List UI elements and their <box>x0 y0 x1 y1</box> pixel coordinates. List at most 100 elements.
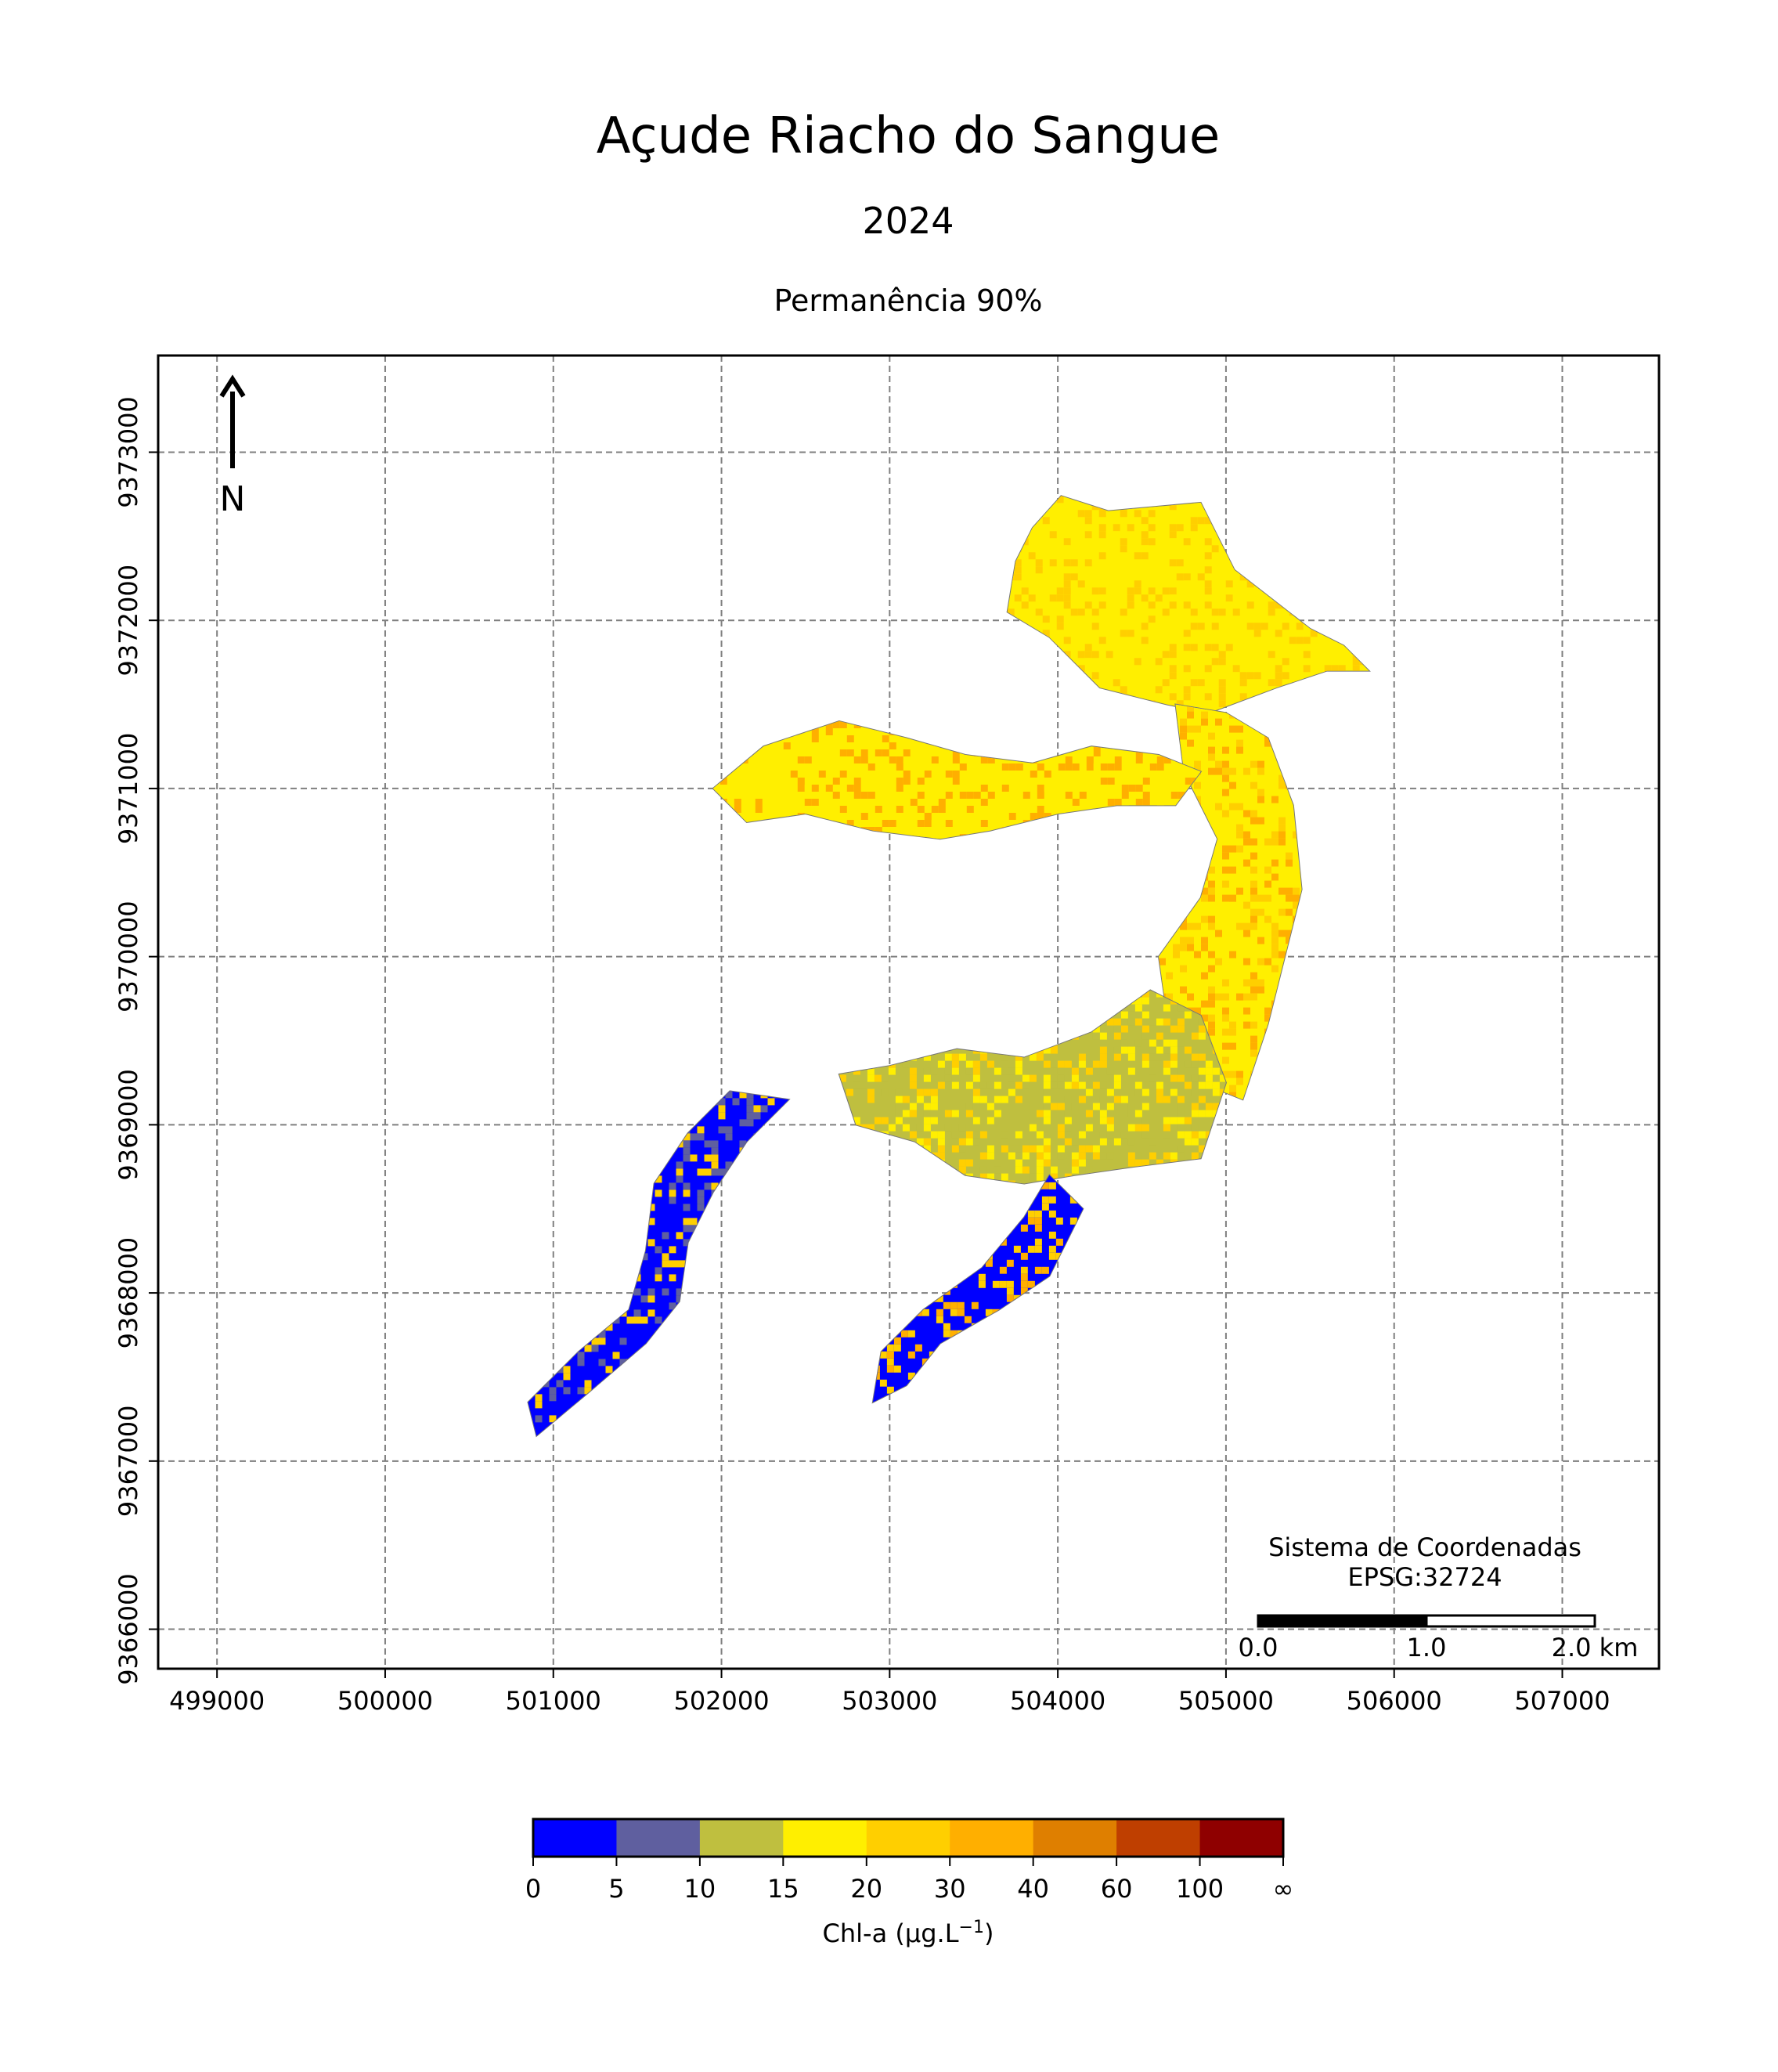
colorbar-tick-label: 60 <box>1101 1874 1133 1904</box>
chl-pixel <box>1063 545 1071 553</box>
chl-pixel <box>1201 887 1208 895</box>
chl-pixel <box>1105 580 1113 588</box>
chl-pixel <box>924 785 932 792</box>
chl-pixel <box>1149 1018 1156 1026</box>
chl-pixel <box>1191 1152 1199 1160</box>
chl-pixel <box>1141 552 1149 560</box>
chl-pixel <box>875 806 882 813</box>
chl-pixel <box>1155 503 1163 511</box>
chl-pixel <box>683 1218 691 1226</box>
chl-pixel <box>1148 644 1156 652</box>
chl-pixel <box>755 792 763 799</box>
chl-pixel <box>923 1138 931 1146</box>
chl-pixel <box>1163 763 1171 771</box>
chl-pixel <box>1098 524 1106 532</box>
chl-pixel <box>1218 700 1226 708</box>
colorbar-tick-label: 40 <box>1017 1874 1049 1904</box>
chl-pixel <box>853 1074 860 1082</box>
chl-pixel <box>1162 644 1170 652</box>
chl-pixel <box>1275 672 1282 680</box>
chl-pixel <box>1149 1039 1156 1047</box>
chl-pixel <box>1229 894 1236 902</box>
chl-pixel <box>535 1394 543 1402</box>
chl-pixel <box>1015 1053 1022 1061</box>
chl-pixel <box>1218 573 1226 581</box>
chl-pixel <box>1190 679 1198 687</box>
chl-pixel <box>1170 1060 1178 1068</box>
chl-pixel <box>1170 1039 1178 1047</box>
chl-pixel <box>966 785 974 792</box>
chl-pixel <box>1243 810 1250 818</box>
chl-pixel <box>1049 637 1057 644</box>
chl-pixel <box>1250 972 1257 980</box>
chl-pixel <box>1106 1124 1114 1132</box>
chl-pixel <box>1236 866 1243 874</box>
chl-pixel <box>917 763 925 771</box>
chl-pixel <box>1079 771 1087 778</box>
chl-pixel <box>1208 972 1215 980</box>
chl-pixel <box>931 834 939 839</box>
chl-pixel <box>676 1274 683 1282</box>
chl-pixel <box>1064 1138 1072 1146</box>
chl-pixel <box>1253 623 1261 630</box>
chl-pixel <box>1253 644 1261 652</box>
chl-pixel <box>1163 1060 1170 1068</box>
chl-pixel <box>1163 1152 1170 1160</box>
chl-pixel <box>896 806 903 813</box>
chl-pixel <box>1070 538 1078 546</box>
chl-pixel <box>1275 630 1282 637</box>
chl-pixel <box>903 771 911 778</box>
chl-pixel <box>853 1117 860 1124</box>
chl-pixel <box>1142 778 1150 785</box>
chl-pixel <box>1134 1004 1142 1012</box>
chl-pixel <box>825 742 833 749</box>
chl-pixel <box>704 1154 712 1162</box>
chl-pixel <box>683 1175 691 1183</box>
chl-pixel <box>965 1060 973 1068</box>
chl-pixel <box>1169 545 1177 553</box>
chl-pixel <box>1169 672 1177 680</box>
chl-pixel <box>591 1352 599 1359</box>
chl-pixel <box>1215 803 1222 810</box>
chl-pixel <box>1236 803 1243 810</box>
chl-pixel <box>952 778 960 785</box>
chl-pixel <box>1113 573 1120 581</box>
chl-pixel <box>1014 566 1022 574</box>
chl-pixel <box>1013 1259 1021 1267</box>
chl-pixel <box>1184 1060 1192 1068</box>
chl-pixel <box>1063 587 1071 595</box>
chl-pixel <box>1271 922 1279 930</box>
chl-pixel <box>1142 756 1150 763</box>
chl-pixel <box>879 1379 887 1387</box>
chl-pixel <box>1006 1280 1014 1288</box>
chl-pixel <box>1149 1103 1156 1110</box>
chl-pixel <box>1107 799 1115 806</box>
chl-pixel <box>1037 792 1044 799</box>
chl-pixel <box>867 1124 875 1132</box>
chl-pixel <box>1169 693 1177 701</box>
chl-pixel <box>1001 1053 1008 1061</box>
chl-pixel <box>1050 1046 1058 1054</box>
chl-pixel <box>1148 538 1156 546</box>
chl-pixel <box>1212 1067 1220 1075</box>
chl-pixel <box>1163 1032 1170 1040</box>
chl-pixel <box>930 1103 938 1110</box>
chl-pixel <box>605 1359 613 1366</box>
chl-pixel <box>697 1147 705 1155</box>
chl-pixel <box>725 1126 733 1134</box>
chl-pixel <box>1077 594 1085 602</box>
chl-pixel <box>697 1133 705 1141</box>
chl-pixel <box>1215 767 1222 775</box>
chl-pixel <box>1085 1110 1093 1117</box>
chl-pixel <box>1225 601 1233 609</box>
chl-pixel <box>985 1259 993 1267</box>
chl-pixel <box>811 735 819 742</box>
chl-pixel <box>662 1232 669 1240</box>
chl-pixel <box>1020 1252 1028 1260</box>
chl-pixel <box>1069 1217 1077 1225</box>
chl-pixel <box>640 1316 648 1324</box>
chl-pixel <box>1049 559 1057 567</box>
chl-pixel <box>1008 813 1016 820</box>
chl-pixel <box>711 1168 719 1176</box>
chl-pixel <box>1048 1210 1056 1218</box>
